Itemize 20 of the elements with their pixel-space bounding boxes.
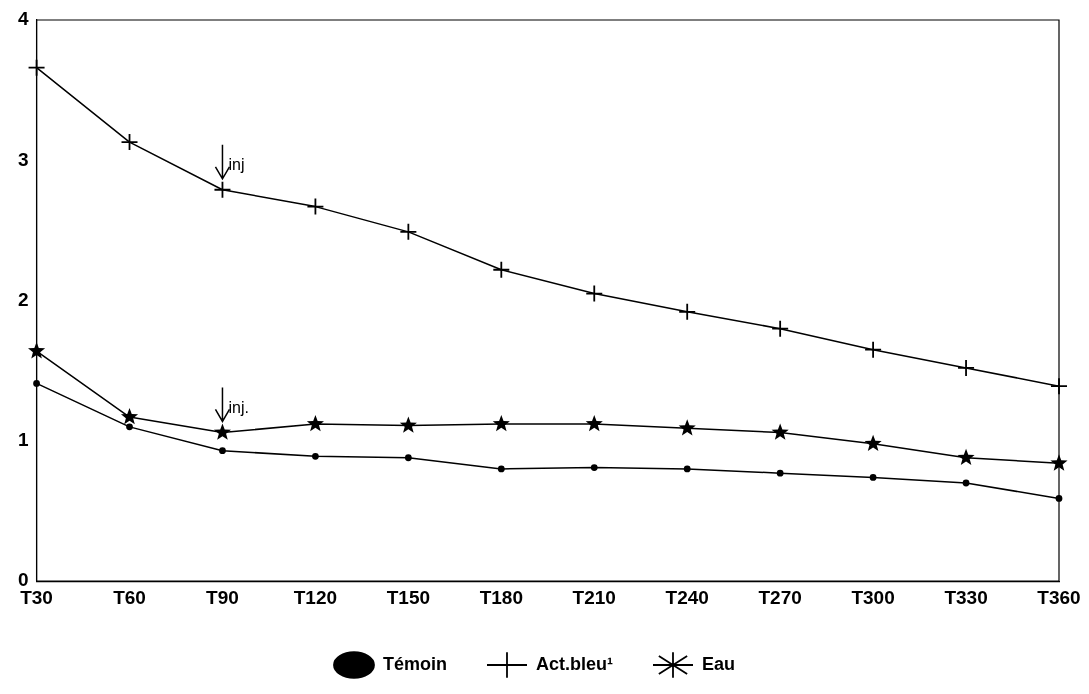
y-tick-label: 4: [17, 8, 29, 30]
legend-label: Act.bleu¹: [535, 653, 614, 674]
x-tick-label: T60: [113, 586, 146, 608]
y-tick-label: 3: [17, 148, 29, 170]
x-tick-label: T120: [293, 586, 338, 608]
annotation: inj: [228, 156, 245, 174]
x-tick-label: T360: [1037, 586, 1081, 608]
legend-label: Témoin: [382, 653, 448, 674]
y-tick-label: 2: [17, 288, 29, 310]
x-tick-label: T270: [758, 586, 802, 608]
x-tick-label: T90: [206, 586, 239, 608]
x-tick-label: T180: [479, 586, 523, 608]
legend-label: Eau: [702, 653, 736, 674]
x-tick-label: T150: [386, 586, 431, 608]
x-tick-label: T240: [665, 586, 709, 608]
x-tick-label: T300: [851, 586, 895, 608]
x-tick-label: T330: [944, 586, 988, 608]
x-tick-label: T210: [572, 586, 616, 608]
y-tick-label: 1: [17, 429, 29, 451]
annotation: inj.: [228, 398, 249, 416]
